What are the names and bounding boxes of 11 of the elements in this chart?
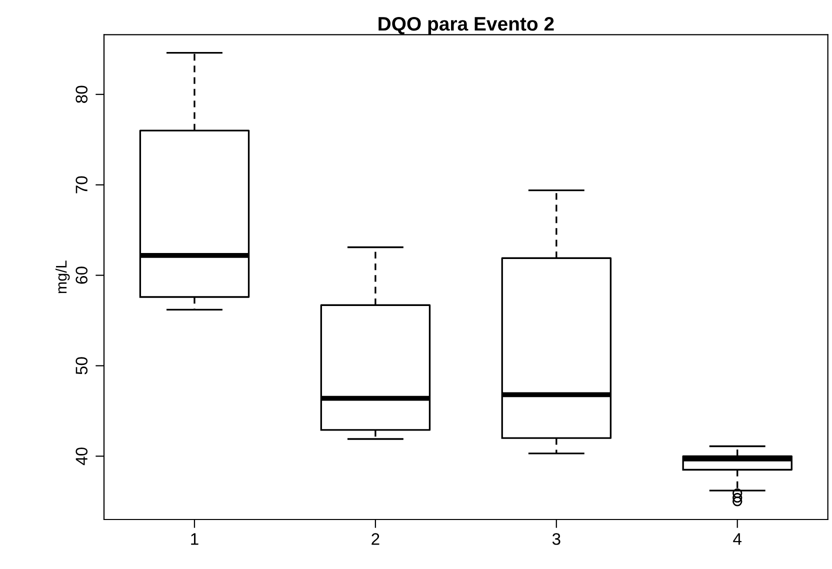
- y-axis-title: mg/L: [55, 260, 70, 294]
- y-tick-label: 50: [76, 357, 88, 374]
- x-tick-label: 3: [552, 533, 560, 545]
- y-tick-label: 80: [76, 86, 88, 103]
- chart-title: DQO para Evento 2: [378, 16, 554, 35]
- y-tick-label: 70: [76, 176, 88, 194]
- x-tick-label: 4: [733, 533, 742, 545]
- y-tick-label: 60: [76, 266, 88, 284]
- x-tick-label: 1: [191, 533, 198, 545]
- x-tick-label: 2: [372, 533, 380, 545]
- y-tick-label: 40: [76, 448, 88, 466]
